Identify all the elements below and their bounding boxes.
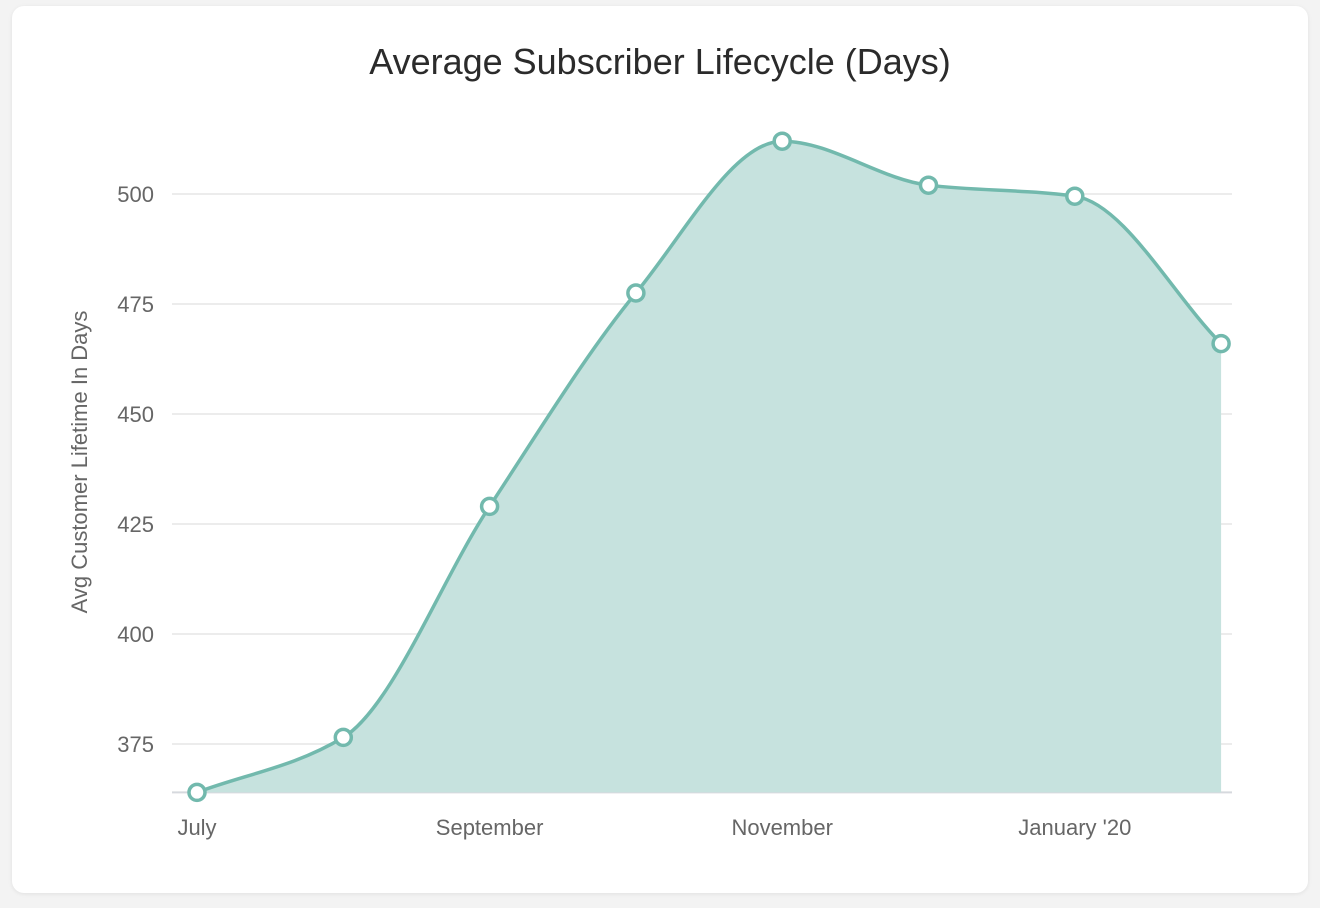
y-axis-label: Avg Customer Lifetime In Days bbox=[67, 311, 92, 614]
x-tick-label: September bbox=[436, 815, 544, 840]
data-point-marker[interactable] bbox=[1211, 333, 1231, 354]
data-point-marker[interactable] bbox=[333, 727, 354, 748]
data-point-marker[interactable] bbox=[1065, 186, 1085, 206]
series-line bbox=[196, 139, 1223, 795]
x-tick-label: November bbox=[731, 815, 832, 840]
area-fill bbox=[197, 141, 1222, 793]
y-tick-label: 400 bbox=[117, 622, 154, 647]
data-point-marker[interactable] bbox=[626, 283, 646, 303]
chart-title: Average Subscriber Lifecycle (Days) bbox=[369, 41, 951, 82]
x-tick-label: July bbox=[177, 815, 216, 840]
x-tick-label: January '20 bbox=[1018, 815, 1131, 840]
y-tick-label: 375 bbox=[117, 732, 154, 757]
x-tick-labels: July September November January '20 bbox=[177, 815, 1131, 840]
y-tick-label: 500 bbox=[117, 182, 154, 207]
y-tick-label: 475 bbox=[117, 292, 154, 317]
data-markers bbox=[187, 131, 1231, 803]
data-point-marker[interactable] bbox=[772, 131, 792, 151]
data-point-marker[interactable] bbox=[479, 496, 500, 517]
data-point-marker[interactable] bbox=[918, 175, 939, 195]
y-tick-label: 425 bbox=[117, 512, 154, 537]
data-point-marker[interactable] bbox=[187, 782, 207, 803]
y-tick-labels: 375 400 425 450 475 500 bbox=[117, 182, 154, 757]
y-tick-label: 450 bbox=[117, 402, 154, 427]
